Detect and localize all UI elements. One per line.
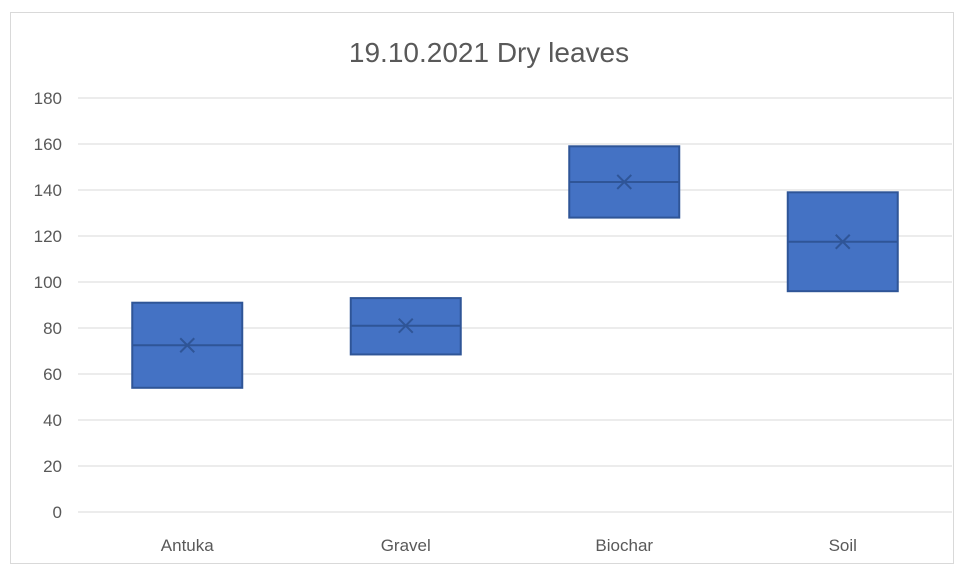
y-tick-label: 60 [43, 365, 62, 384]
y-tick-label: 20 [43, 457, 62, 476]
y-tick-label: 160 [34, 135, 62, 154]
box-biochar [568, 145, 681, 219]
mean-marker [179, 337, 195, 353]
boxes [131, 145, 899, 389]
y-tick-label: 40 [43, 411, 62, 430]
mean-marker [616, 174, 632, 190]
y-tick-label: 120 [34, 227, 62, 246]
x-category-label: Gravel [381, 536, 431, 555]
chart-title: 19.10.2021 Dry leaves [349, 37, 629, 68]
box-antuka [131, 301, 244, 389]
x-category-label: Biochar [595, 536, 653, 555]
mean-marker [835, 234, 851, 250]
x-category-label: Soil [829, 536, 857, 555]
box-gravel [349, 297, 462, 356]
y-tick-label: 80 [43, 319, 62, 338]
y-tick-label: 0 [53, 503, 62, 522]
x-category-label: Antuka [161, 536, 214, 555]
y-axis-ticks: 0 20 40 60 80 100 120 140 160 180 [34, 89, 62, 522]
y-tick-label: 180 [34, 89, 62, 108]
x-axis-categories: Antuka Gravel Biochar Soil [161, 536, 857, 555]
y-tick-label: 100 [34, 273, 62, 292]
y-tick-label: 140 [34, 181, 62, 200]
box-soil [786, 191, 899, 293]
mean-marker [398, 317, 414, 334]
